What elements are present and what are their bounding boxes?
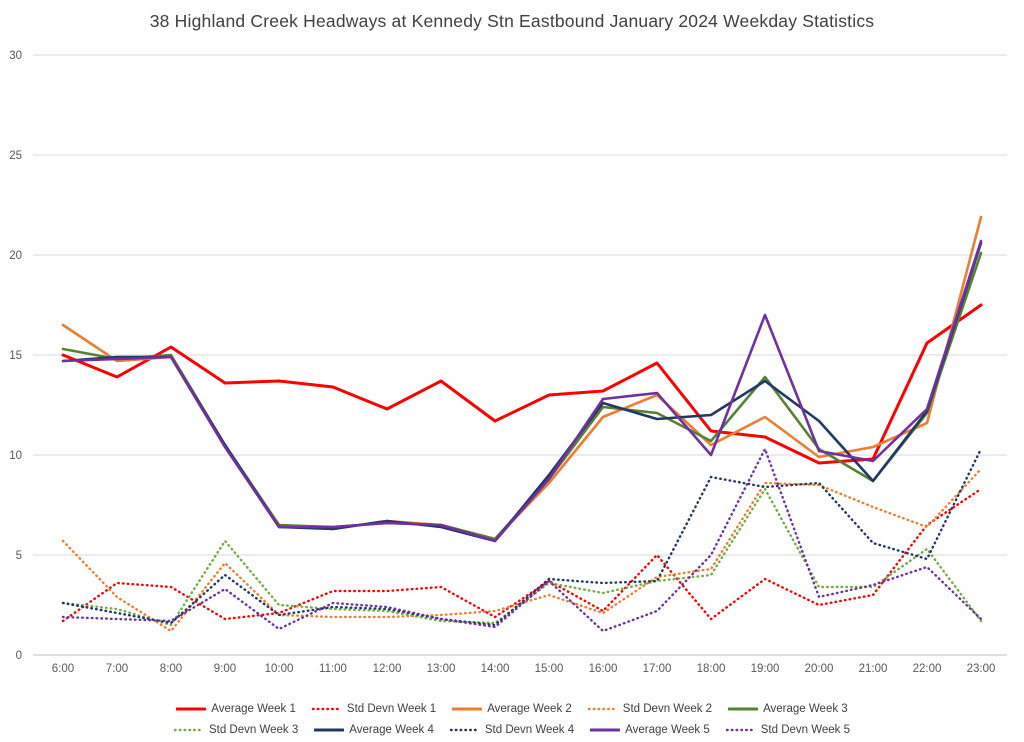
series-line-std-devn-week-5 — [61, 447, 983, 633]
series-line-average-week-1 — [61, 303, 983, 465]
x-axis-tick-label: 11:00 — [319, 663, 347, 675]
legend-item-average-week-2: Average Week 2 — [452, 703, 572, 715]
chart-legend: Average Week 1 Std Devn Week 1 Average Wee… — [0, 703, 1024, 736]
y-axis-tick-label: 30 — [9, 50, 22, 62]
legend-item-average-week-3: Average Week 3 — [728, 703, 848, 715]
legend-row: Average Week 1 Std Devn Week 1 Average Wee… — [176, 703, 848, 715]
legend-label: Std Devn Week 1 — [346, 703, 437, 715]
legend-label: Std Devn Week 2 — [622, 703, 713, 715]
legend-line-swatch — [452, 707, 483, 711]
x-axis-tick-label: 21:00 — [859, 663, 888, 675]
x-axis-tick-label: 12:00 — [373, 663, 402, 675]
legend-line-swatch — [587, 707, 618, 711]
x-axis-tick-label: 13:00 — [427, 663, 456, 675]
x-axis-tick-label: 10:00 — [265, 663, 294, 675]
legend-line-swatch — [449, 728, 480, 732]
legend-line-swatch — [311, 707, 342, 711]
legend-label: Std Devn Week 5 — [760, 724, 851, 736]
legend-row: Std Devn Week 3 Average Week 4 Std Devn We… — [173, 724, 851, 736]
legend-item-std-devn-week-5: Std Devn Week 5 — [725, 724, 851, 736]
y-axis-tick-label: 15 — [9, 350, 22, 362]
series-line-average-week-2 — [61, 215, 983, 541]
series-line-std-devn-week-1 — [61, 487, 983, 623]
series-line-average-week-5 — [61, 239, 983, 543]
series-line-average-week-4 — [61, 241, 983, 543]
x-axis-tick-label: 9:00 — [214, 663, 236, 675]
y-axis-tick-label: 20 — [9, 250, 22, 262]
series-line-average-week-3 — [61, 251, 983, 541]
legend-label: Average Week 2 — [487, 703, 572, 715]
legend-item-std-devn-week-4: Std Devn Week 4 — [449, 724, 575, 736]
y-axis-tick-label: 0 — [16, 650, 22, 662]
legend-item-std-devn-week-1: Std Devn Week 1 — [311, 703, 437, 715]
legend-label: Std Devn Week 3 — [208, 724, 299, 736]
legend-label: Average Week 1 — [211, 703, 296, 715]
x-axis-tick-label: 8:00 — [160, 663, 182, 675]
x-axis-tick-label: 17:00 — [643, 663, 672, 675]
x-axis-tick-label: 14:00 — [481, 663, 510, 675]
legend-item-std-devn-week-3: Std Devn Week 3 — [173, 724, 299, 736]
legend-line-swatch — [728, 707, 759, 711]
legend-line-swatch — [590, 728, 621, 732]
legend-line-swatch — [314, 728, 345, 732]
y-axis-tick-label: 5 — [16, 550, 22, 562]
x-axis-tick-label: 6:00 — [52, 663, 74, 675]
x-axis-tick-label: 7:00 — [106, 663, 128, 675]
legend-label: Average Week 5 — [625, 724, 710, 736]
legend-label: Std Devn Week 4 — [484, 724, 575, 736]
legend-item-average-week-4: Average Week 4 — [314, 724, 434, 736]
legend-label: Average Week 4 — [349, 724, 434, 736]
x-axis-tick-label: 19:00 — [751, 663, 780, 675]
y-axis-tick-label: 25 — [9, 150, 22, 162]
legend-line-swatch — [176, 707, 207, 711]
legend-item-average-week-5: Average Week 5 — [590, 724, 710, 736]
x-axis-tick-label: 20:00 — [805, 663, 834, 675]
x-axis-tick-label: 23:00 — [967, 663, 996, 675]
x-axis-tick-label: 16:00 — [589, 663, 618, 675]
legend-item-average-week-1: Average Week 1 — [176, 703, 296, 715]
x-axis-tick-label: 22:00 — [913, 663, 942, 675]
legend-item-std-devn-week-2: Std Devn Week 2 — [587, 703, 713, 715]
series-line-std-devn-week-3 — [61, 487, 983, 627]
chart-title: 38 Highland Creek Headways at Kennedy St… — [149, 11, 875, 31]
legend-line-swatch — [725, 728, 756, 732]
legend-label: Average Week 3 — [763, 703, 848, 715]
x-axis-tick-label: 15:00 — [535, 663, 564, 675]
x-axis-tick-label: 18:00 — [697, 663, 726, 675]
y-axis-tick-label: 10 — [9, 450, 22, 462]
legend-line-swatch — [173, 728, 204, 732]
series-line-std-devn-week-2 — [61, 467, 983, 633]
